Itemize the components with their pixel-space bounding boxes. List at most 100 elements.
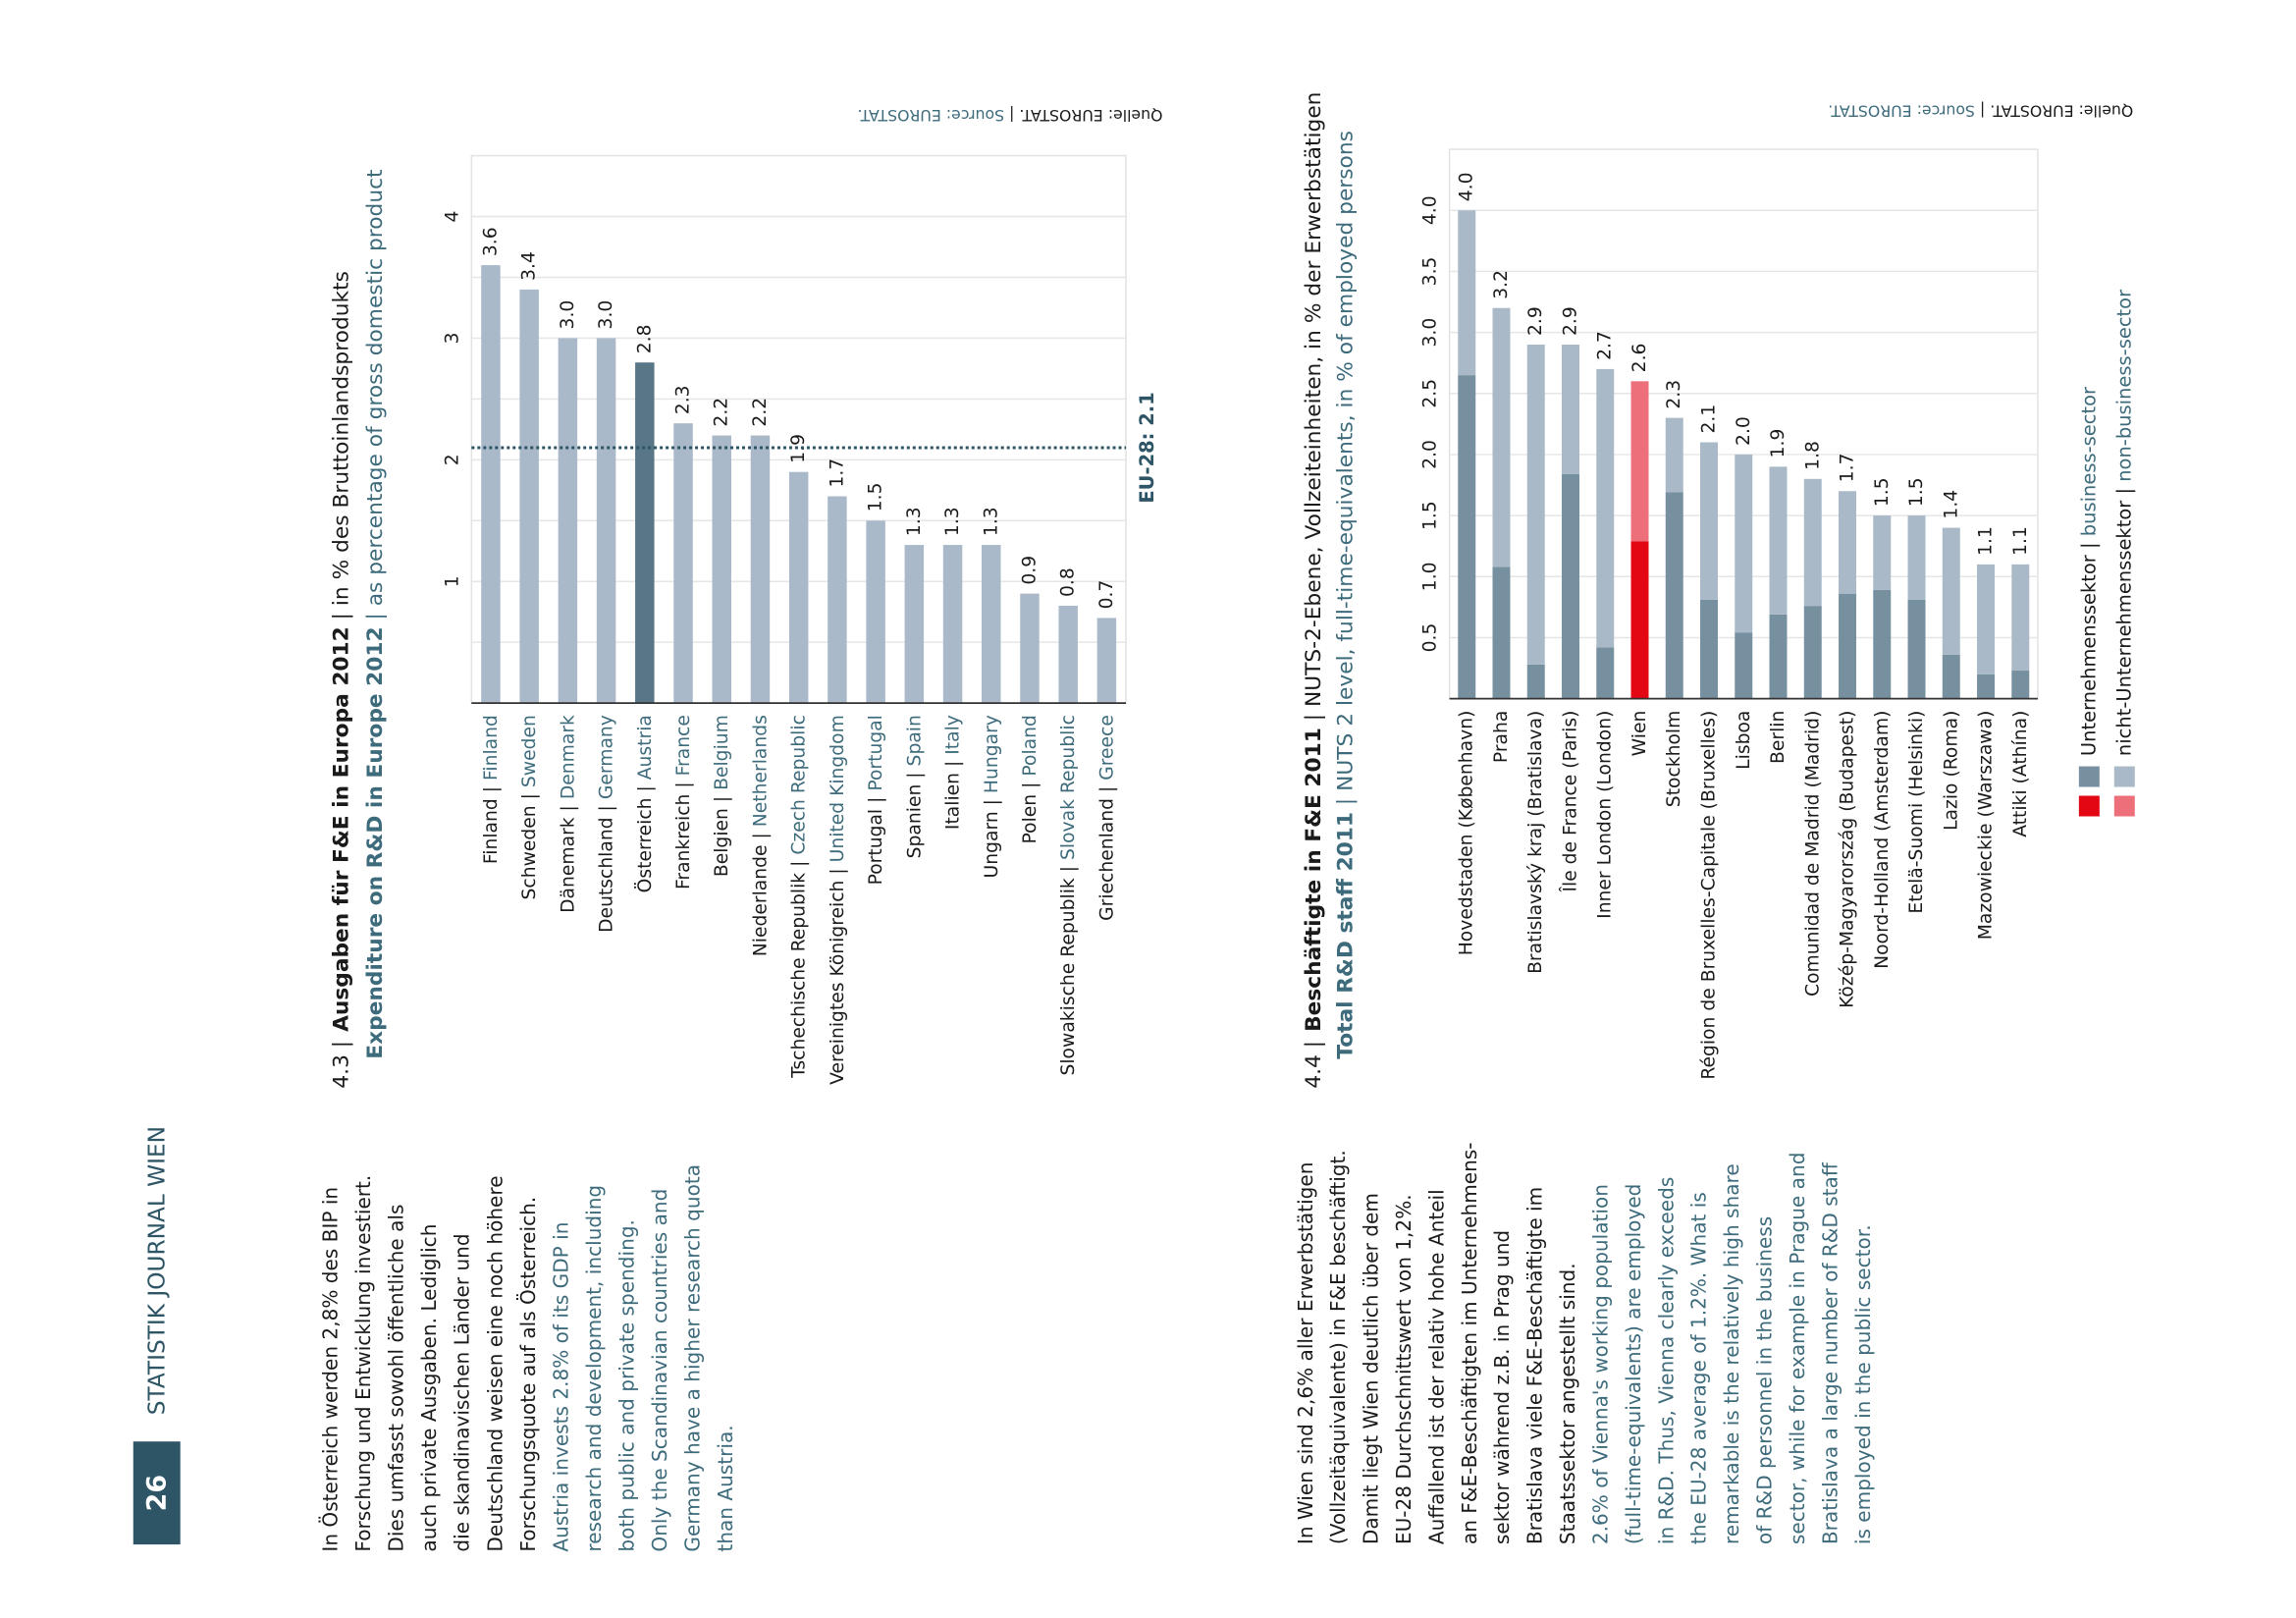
paragraph-line: Austria invests 2.8% of its GDP in — [549, 1222, 572, 1552]
bar-segment — [2011, 564, 2030, 672]
total-label: 1.5 — [1906, 477, 1927, 507]
text-part: Slowakische Republik — [1058, 878, 1079, 1075]
paragraph-line: Bratislava a large number of R&D staff — [1818, 1161, 1842, 1544]
category-label: Lazio (Roma) — [1941, 711, 1961, 831]
text-part: Quelle: EUROSTAT. — [1990, 102, 2133, 121]
total-label: 4.0 — [1457, 172, 1477, 201]
value-label: 0.7 — [1096, 580, 1117, 610]
bar-segment — [1907, 599, 1926, 699]
text-part: | — [1058, 860, 1079, 878]
text-part: nicht-Unternehmenssektor — [2112, 501, 2135, 756]
paragraph-line: EU-28 Durchschnittswert von 1,2%. — [1392, 1194, 1415, 1544]
category-label: Tschechische Republik | Czech Republic — [788, 715, 809, 1079]
paragraph-line: in R&D. Thus, Vienna clearly exceeds — [1654, 1177, 1678, 1544]
paragraph-line: Staatssektor angestellt sind. — [1556, 1263, 1579, 1544]
bar-segment — [1735, 454, 1753, 633]
bar — [558, 338, 578, 704]
category-label: Hovedstaden (København) — [1457, 711, 1477, 956]
total-label: 1.4 — [1941, 490, 1961, 519]
category-label: Griechenland | Greece — [1096, 715, 1117, 921]
category-label: Slowakische Republik | Slovak Republic — [1058, 715, 1079, 1075]
total-label: 1.1 — [1976, 526, 1997, 556]
chart-title: 4.4 | Beschäftigte in F&E 2011 | NUTS-2-E… — [1302, 92, 1326, 1089]
chart-subtitle: Expenditure on R&D in Europe 2012 | as p… — [363, 169, 388, 1058]
paragraph-line: In Österreich werden 2,8% des BIP in — [319, 1187, 343, 1552]
bar — [673, 423, 693, 704]
category-label: Österreich | Austria — [632, 715, 655, 892]
text-part: Portugal — [866, 809, 886, 886]
text-part: France — [673, 715, 694, 776]
text-part: Expenditure on R&D in Europe 2012 — [363, 626, 388, 1058]
text-part: Poland — [1019, 715, 1040, 776]
bar-segment — [1665, 492, 1683, 699]
value-label: 3.4 — [519, 251, 540, 281]
category-label: Dänemark | Denmark — [558, 715, 578, 913]
category-label: Finland | Finland — [480, 715, 501, 864]
paragraph-line: both public and private spending. — [615, 1219, 639, 1552]
category-label: Portugal | Portugal — [866, 715, 886, 885]
text-part: Netherlands — [750, 715, 771, 827]
y-tick-label: 1.0 — [1420, 562, 1441, 591]
paragraph-line: an F&E-Beschäftigten im Unternehmens- — [1458, 1142, 1481, 1544]
text-part: Ungarn — [981, 811, 1001, 878]
paragraph-line: Auffallend ist der relativ hohe Anteil — [1424, 1189, 1448, 1544]
text-part: Slovak Republic — [1058, 715, 1079, 860]
category-label: Wien — [1629, 711, 1650, 757]
bar-segment — [1942, 527, 1960, 655]
paragraph-line: 2.6% of Vienna's working population — [1588, 1184, 1612, 1544]
bar — [982, 545, 1001, 704]
text-part: | — [750, 827, 771, 844]
text-part: non-business-sector — [2112, 290, 2135, 482]
category-label: Île de France (Paris) — [1559, 711, 1581, 893]
bar — [866, 520, 885, 704]
bar-segment — [1492, 566, 1511, 699]
text-part: Frankreich — [673, 794, 694, 890]
bar-segment — [1873, 515, 1892, 590]
value-label: 0.8 — [1058, 567, 1079, 597]
reference-label: EU-28: 2.1 — [1136, 392, 1158, 503]
y-tick-label: 4.0 — [1420, 195, 1441, 225]
category-label: Praha — [1491, 711, 1512, 763]
y-tick-label: 3.5 — [1420, 257, 1441, 287]
text-part: | in % des Bruttoinlandsprodukts — [329, 271, 353, 626]
bar-segment — [1700, 442, 1719, 600]
text-part: business-sector — [2077, 387, 2100, 536]
bar-segment — [1977, 674, 1996, 699]
paragraph-line: Deutschland weisen eine noch höhere — [483, 1175, 507, 1551]
text-part: Austria — [634, 715, 655, 780]
text-part: Belgien — [712, 808, 732, 877]
total-label: 1.7 — [1838, 453, 1858, 482]
paragraph-line: than Austria. — [714, 1425, 737, 1551]
text-part: Sweden — [519, 715, 540, 787]
category-label: Mazowieckie (Warszawa) — [1976, 711, 1997, 941]
text-part: Italien — [942, 773, 963, 830]
category-label: Stockholm — [1664, 711, 1684, 808]
text-part: Unternehmenssektor — [2077, 555, 2100, 756]
paragraph-line: Damit liegt Wien deutlich über dem — [1360, 1193, 1383, 1544]
text-part: | — [1975, 102, 1990, 121]
bar-segment — [1562, 473, 1579, 699]
value-label: 2.2 — [750, 398, 771, 427]
legend-swatch — [2078, 795, 2100, 817]
value-label: 2.2 — [712, 398, 732, 427]
bar — [828, 496, 847, 704]
value-label: 1.9 — [788, 434, 809, 463]
category-label: Belgien | Belgium — [712, 715, 732, 877]
bar-segment — [2011, 671, 2030, 699]
category-label: Schweden | Sweden — [519, 715, 540, 899]
bar-segment — [1942, 654, 1960, 699]
text-part: Tschechische Republik — [788, 873, 809, 1079]
bar — [635, 362, 655, 704]
value-label: 3.0 — [596, 300, 616, 330]
category-label: Comunidad de Madrid (Madrid) — [1802, 711, 1823, 997]
bar-segment — [1492, 307, 1511, 567]
page-number: 26 — [142, 1475, 173, 1512]
source-note: Quelle: EUROSTAT. | Source: EUROSTAT. — [857, 106, 1162, 125]
category-label: Noord-Holland (Amsterdam) — [1872, 711, 1893, 969]
category-label: Attiki (Athína) — [2010, 711, 2031, 837]
text-part: Germany — [596, 715, 616, 799]
bar-segment — [1839, 593, 1857, 699]
y-tick-label: 2.0 — [1420, 440, 1441, 469]
bar-segment — [1630, 541, 1649, 699]
